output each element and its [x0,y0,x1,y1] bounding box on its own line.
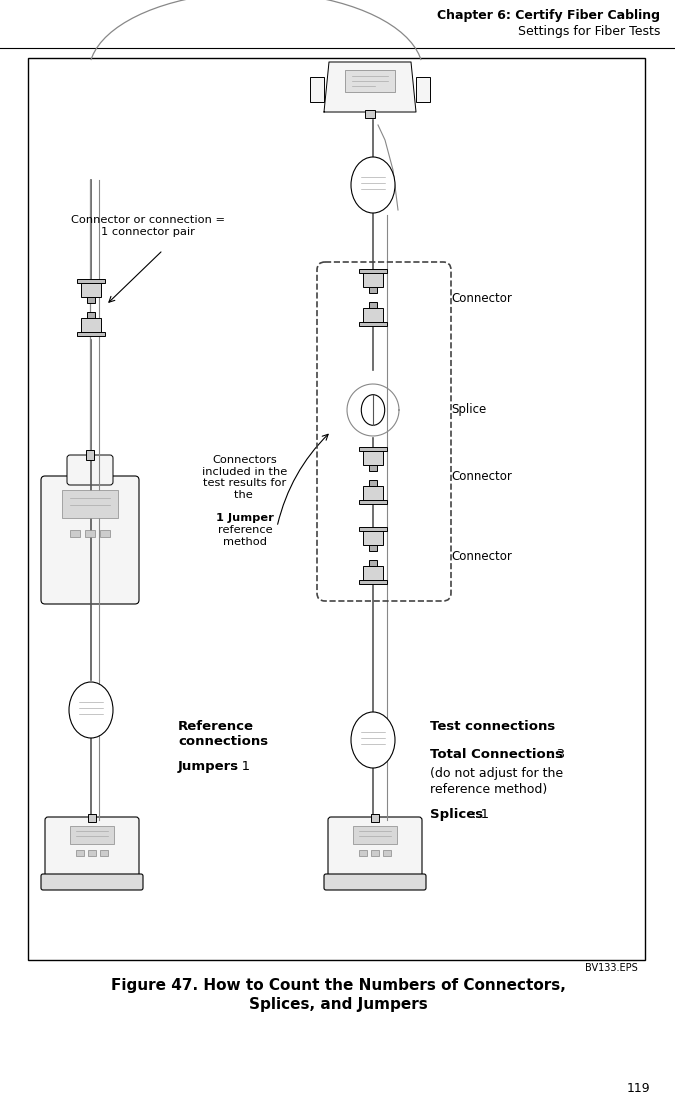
FancyBboxPatch shape [324,874,426,890]
Bar [87,312,95,319]
Text: 119: 119 [626,1082,650,1095]
Text: reference
method: reference method [217,525,272,546]
Bar [416,77,430,102]
Bar [369,302,377,307]
Bar [363,531,383,544]
Text: Connectors
included in the
test results for
the: Connectors included in the test results … [202,455,288,500]
Bar [310,77,324,102]
Text: : 1: : 1 [472,808,489,821]
Ellipse shape [351,712,395,768]
Bar [363,307,383,322]
Bar [87,296,95,303]
FancyBboxPatch shape [45,817,139,881]
Ellipse shape [361,395,385,426]
Bar [345,70,395,92]
Bar [359,851,367,856]
FancyBboxPatch shape [67,455,113,486]
Bar [363,486,383,500]
Ellipse shape [69,682,113,738]
Bar [359,526,387,531]
Bar [359,322,387,326]
Bar [359,580,387,584]
FancyBboxPatch shape [41,476,139,604]
Bar [359,500,387,504]
Text: Connector: Connector [451,470,512,482]
Bar [369,465,377,470]
Text: Connector or connection =
1 connector pair: Connector or connection = 1 connector pa… [71,215,225,237]
Bar [81,282,101,296]
Text: Splices: Splices [430,808,483,821]
Bar [365,109,375,118]
Bar [369,544,377,551]
Bar [85,530,95,538]
Bar [369,480,377,486]
Text: Total Connections: Total Connections [430,748,563,761]
Bar [28,58,645,960]
Bar [363,566,383,580]
Bar [371,851,379,856]
Bar [77,332,105,336]
Bar [70,530,80,538]
Text: Splice: Splice [451,404,486,417]
Bar [371,814,379,822]
Bar [359,447,387,450]
Bar [88,814,96,822]
Bar [100,851,108,856]
Bar [88,851,96,856]
Bar [363,272,383,286]
Bar [369,286,377,292]
Ellipse shape [351,157,395,213]
FancyBboxPatch shape [41,874,143,890]
Text: Connector: Connector [451,550,512,563]
Bar [62,490,118,518]
Text: : 1: : 1 [233,760,250,773]
Text: Test connections: Test connections [430,720,556,733]
Bar [86,450,94,460]
Text: Jumpers: Jumpers [178,760,239,773]
Bar [363,450,383,465]
Text: Splices, and Jumpers: Splices, and Jumpers [248,997,427,1012]
Text: Reference
connections: Reference connections [178,720,268,748]
Polygon shape [324,62,416,112]
Text: Connector: Connector [451,292,512,304]
Text: Figure 47. How to Count the Numbers of Connectors,: Figure 47. How to Count the Numbers of C… [111,978,566,993]
Bar [369,560,377,566]
Bar [353,826,397,844]
Text: : 3: : 3 [548,748,565,761]
Bar [81,319,101,332]
Bar [77,279,105,282]
Text: Settings for Fiber Tests: Settings for Fiber Tests [518,25,660,39]
Text: reference method): reference method) [430,783,547,796]
Text: BV133.EPS: BV133.EPS [585,963,638,973]
Bar [100,530,110,538]
Bar [70,826,114,844]
FancyBboxPatch shape [328,817,422,881]
Text: (do not adjust for the: (do not adjust for the [430,766,563,780]
Bar [359,269,387,272]
Bar [383,851,391,856]
Text: Chapter 6: Certify Fiber Cabling: Chapter 6: Certify Fiber Cabling [437,10,660,22]
Bar [76,851,84,856]
Text: 1 Jumper: 1 Jumper [216,513,274,523]
